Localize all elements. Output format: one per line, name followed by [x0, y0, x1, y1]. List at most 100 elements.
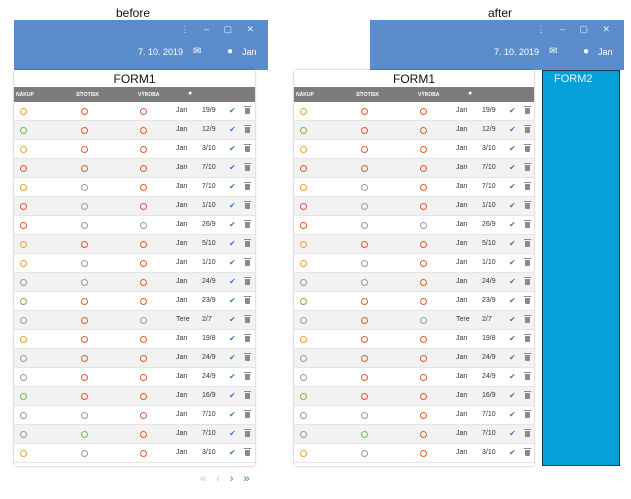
- nakup-status-icon[interactable]: [20, 317, 27, 324]
- table-row[interactable]: Jan 24/9 ✔: [294, 273, 534, 292]
- trash-icon[interactable]: [524, 372, 531, 380]
- check-icon[interactable]: ✔: [509, 391, 516, 400]
- sitotisk-status-icon[interactable]: [81, 336, 88, 343]
- trash-icon[interactable]: [244, 201, 251, 209]
- trash-icon[interactable]: [524, 429, 531, 437]
- trash-icon[interactable]: [244, 448, 251, 456]
- nakup-status-icon[interactable]: [300, 431, 307, 438]
- vyroba-status-icon[interactable]: [140, 317, 147, 324]
- trash-icon[interactable]: [524, 277, 531, 285]
- trash-icon[interactable]: [244, 296, 251, 304]
- sitotisk-status-icon[interactable]: [361, 412, 368, 419]
- sitotisk-status-icon[interactable]: [81, 222, 88, 229]
- check-icon[interactable]: ✔: [509, 296, 516, 305]
- check-icon[interactable]: ✔: [509, 315, 516, 324]
- nakup-status-icon[interactable]: [20, 260, 27, 267]
- nakup-status-icon[interactable]: [300, 393, 307, 400]
- vyroba-status-icon[interactable]: [140, 374, 147, 381]
- sitotisk-status-icon[interactable]: [81, 165, 88, 172]
- table-row[interactable]: Jan 19/9 ✔: [14, 102, 255, 121]
- nakup-status-icon[interactable]: [20, 298, 27, 305]
- vyroba-status-icon[interactable]: [140, 450, 147, 457]
- sitotisk-status-icon[interactable]: [361, 108, 368, 115]
- vyroba-status-icon[interactable]: [140, 431, 147, 438]
- user-name[interactable]: Jan: [598, 47, 613, 57]
- nakup-status-icon[interactable]: [300, 450, 307, 457]
- table-row[interactable]: Jan 19/9 ✔: [294, 102, 534, 121]
- nakup-status-icon[interactable]: [300, 203, 307, 210]
- sitotisk-status-icon[interactable]: [361, 317, 368, 324]
- vyroba-status-icon[interactable]: [420, 374, 427, 381]
- vyroba-status-icon[interactable]: [420, 336, 427, 343]
- vyroba-status-icon[interactable]: [420, 165, 427, 172]
- table-row[interactable]: Jan 1/10 ✔: [294, 254, 534, 273]
- nakup-status-icon[interactable]: [300, 127, 307, 134]
- nakup-status-icon[interactable]: [20, 203, 27, 210]
- check-icon[interactable]: ✔: [509, 220, 516, 229]
- check-icon[interactable]: ✔: [229, 239, 236, 248]
- sitotisk-status-icon[interactable]: [81, 431, 88, 438]
- check-icon[interactable]: ✔: [229, 220, 236, 229]
- sitotisk-status-icon[interactable]: [81, 184, 88, 191]
- table-row[interactable]: Jan 1/10 ✔: [294, 197, 534, 216]
- window-controls[interactable]: ⋮ – ▢ ✕: [536, 24, 616, 34]
- table-row[interactable]: Jan 3/10 ✔: [14, 140, 255, 159]
- first-page-icon[interactable]: «: [200, 473, 207, 485]
- window-controls[interactable]: ⋮ – ▢ ✕: [180, 24, 260, 34]
- nakup-status-icon[interactable]: [20, 355, 27, 362]
- check-icon[interactable]: ✔: [229, 448, 236, 457]
- vyroba-status-icon[interactable]: [420, 393, 427, 400]
- sitotisk-status-icon[interactable]: [81, 317, 88, 324]
- sitotisk-status-icon[interactable]: [81, 393, 88, 400]
- table-row[interactable]: Jan 19/8 ✔: [14, 330, 255, 349]
- vyroba-status-icon[interactable]: [420, 146, 427, 153]
- trash-icon[interactable]: [244, 410, 251, 418]
- prev-page-icon[interactable]: ‹: [216, 473, 220, 485]
- vyroba-status-icon[interactable]: [420, 317, 427, 324]
- trash-icon[interactable]: [524, 353, 531, 361]
- table-row[interactable]: Jan 19/8 ✔: [294, 330, 534, 349]
- check-icon[interactable]: ✔: [509, 372, 516, 381]
- sitotisk-status-icon[interactable]: [361, 450, 368, 457]
- nakup-status-icon[interactable]: [300, 355, 307, 362]
- nakup-status-icon[interactable]: [300, 374, 307, 381]
- vyroba-status-icon[interactable]: [140, 279, 147, 286]
- mail-icon[interactable]: ✉: [549, 46, 558, 57]
- nakup-status-icon[interactable]: [20, 336, 27, 343]
- vyroba-status-icon[interactable]: [140, 355, 147, 362]
- table-row[interactable]: Jan 24/9 ✔: [294, 368, 534, 387]
- table-row[interactable]: Jan 5/10 ✔: [14, 235, 255, 254]
- nakup-status-icon[interactable]: [20, 184, 27, 191]
- trash-icon[interactable]: [524, 391, 531, 399]
- mail-icon[interactable]: ✉: [193, 46, 202, 57]
- table-row[interactable]: Jan 24/9 ✔: [294, 349, 534, 368]
- trash-icon[interactable]: [244, 334, 251, 342]
- table-row[interactable]: Jan 24/9 ✔: [14, 368, 255, 387]
- vyroba-status-icon[interactable]: [140, 108, 147, 115]
- table-row[interactable]: Jan 7/10 ✔: [14, 406, 255, 425]
- check-icon[interactable]: ✔: [229, 334, 236, 343]
- vyroba-status-icon[interactable]: [140, 393, 147, 400]
- table-row[interactable]: Jan 5/10 ✔: [294, 235, 534, 254]
- check-icon[interactable]: ✔: [509, 429, 516, 438]
- table-row[interactable]: Jan 7/10 ✔: [14, 159, 255, 178]
- check-icon[interactable]: ✔: [229, 125, 236, 134]
- vyroba-status-icon[interactable]: [420, 412, 427, 419]
- check-icon[interactable]: ✔: [509, 106, 516, 115]
- vyroba-status-icon[interactable]: [140, 241, 147, 248]
- vyroba-status-icon[interactable]: [420, 184, 427, 191]
- nakup-status-icon[interactable]: [20, 412, 27, 419]
- sitotisk-status-icon[interactable]: [361, 298, 368, 305]
- sitotisk-status-icon[interactable]: [81, 127, 88, 134]
- vyroba-status-icon[interactable]: [420, 222, 427, 229]
- sitotisk-status-icon[interactable]: [361, 222, 368, 229]
- table-row[interactable]: Jan 3/10 ✔: [294, 444, 534, 463]
- trash-icon[interactable]: [244, 125, 251, 133]
- sitotisk-status-icon[interactable]: [361, 127, 368, 134]
- sitotisk-status-icon[interactable]: [361, 203, 368, 210]
- trash-icon[interactable]: [524, 182, 531, 190]
- nakup-status-icon[interactable]: [300, 298, 307, 305]
- sitotisk-status-icon[interactable]: [81, 450, 88, 457]
- trash-icon[interactable]: [524, 125, 531, 133]
- sitotisk-status-icon[interactable]: [81, 374, 88, 381]
